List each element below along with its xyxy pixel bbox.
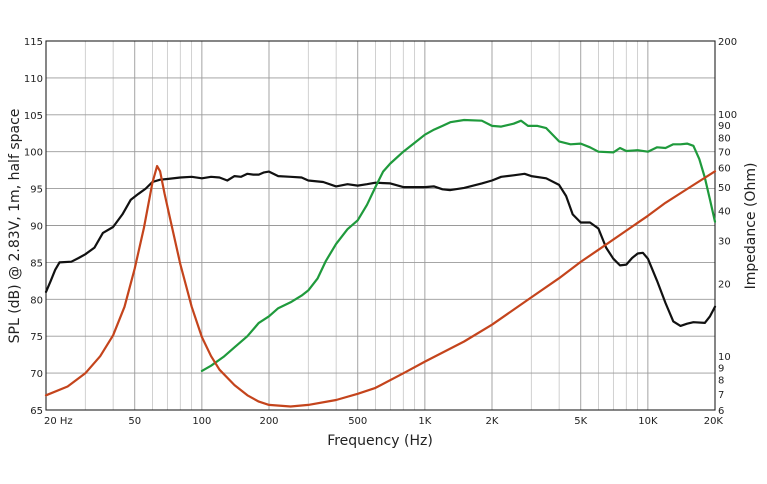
x-tick-label: 200 [259, 416, 278, 427]
y2-tick-label: 6 [718, 406, 724, 417]
y-tick-label: 70 [30, 369, 43, 380]
y-tick-label: 75 [30, 332, 43, 343]
plot-frame [45, 40, 716, 411]
y-tick-label: 85 [30, 258, 43, 269]
x-tick-label: 20K [704, 416, 724, 427]
x-tick-label: 2K [486, 416, 499, 427]
y2-tick-label: 20 [718, 279, 731, 290]
x-tick-label: 20 Hz [44, 416, 73, 427]
spl-response-black-line [44, 170, 717, 327]
x-tick-label: 10K [638, 416, 658, 427]
grid [46, 41, 715, 410]
impedance-red-line [44, 164, 717, 408]
y2-tick-label: 9 [718, 363, 724, 374]
y-tick-label: 110 [24, 74, 43, 85]
x-tick-label: 50 [128, 416, 141, 427]
y-tick-label: 100 [24, 148, 43, 159]
y2-tick-label: 7 [718, 390, 724, 401]
y-tick-label: 80 [30, 295, 43, 306]
y-tick-labels: 65 70 75 80 85 90 95 100 105 110 115 [24, 37, 43, 417]
x-tick-labels: 20 Hz 50 100 200 500 1K 2K 5K 10K 20K [44, 416, 723, 427]
y-tick-label: 65 [30, 406, 43, 417]
y2-tick-label: 10 [718, 352, 731, 363]
y2-tick-label: 70 [718, 147, 731, 158]
x-tick-label: 100 [192, 416, 211, 427]
y-tick-label: 90 [30, 222, 43, 233]
y2-tick-label: 50 [718, 183, 731, 194]
x-tick-label: 500 [348, 416, 367, 427]
y2-axis-title: Impedance (Ohm) [743, 163, 759, 290]
x-tick-label: 5K [574, 416, 587, 427]
y2-tick-label: 40 [718, 206, 731, 217]
x-axis-title: Frequency (Hz) [327, 433, 433, 449]
y2-tick-label: 100 [718, 110, 737, 121]
y-tick-label: 115 [24, 37, 43, 48]
y2-tick-label: 60 [718, 164, 731, 175]
y2-tick-label: 200 [718, 37, 737, 48]
series-layer [44, 118, 717, 408]
y2-tick-label: 30 [718, 237, 731, 248]
y2-tick-label: 90 [718, 121, 731, 132]
y-tick-label: 95 [30, 185, 43, 196]
y2-tick-label: 8 [718, 376, 724, 387]
y2-tick-label: 80 [718, 133, 731, 144]
spl-response-green-line [200, 118, 717, 372]
x-tick-label: 1K [418, 416, 431, 427]
y-axis-title: SPL (dB) @ 2.83V, 1m, half space [7, 109, 23, 344]
y-tick-label: 105 [24, 111, 43, 122]
